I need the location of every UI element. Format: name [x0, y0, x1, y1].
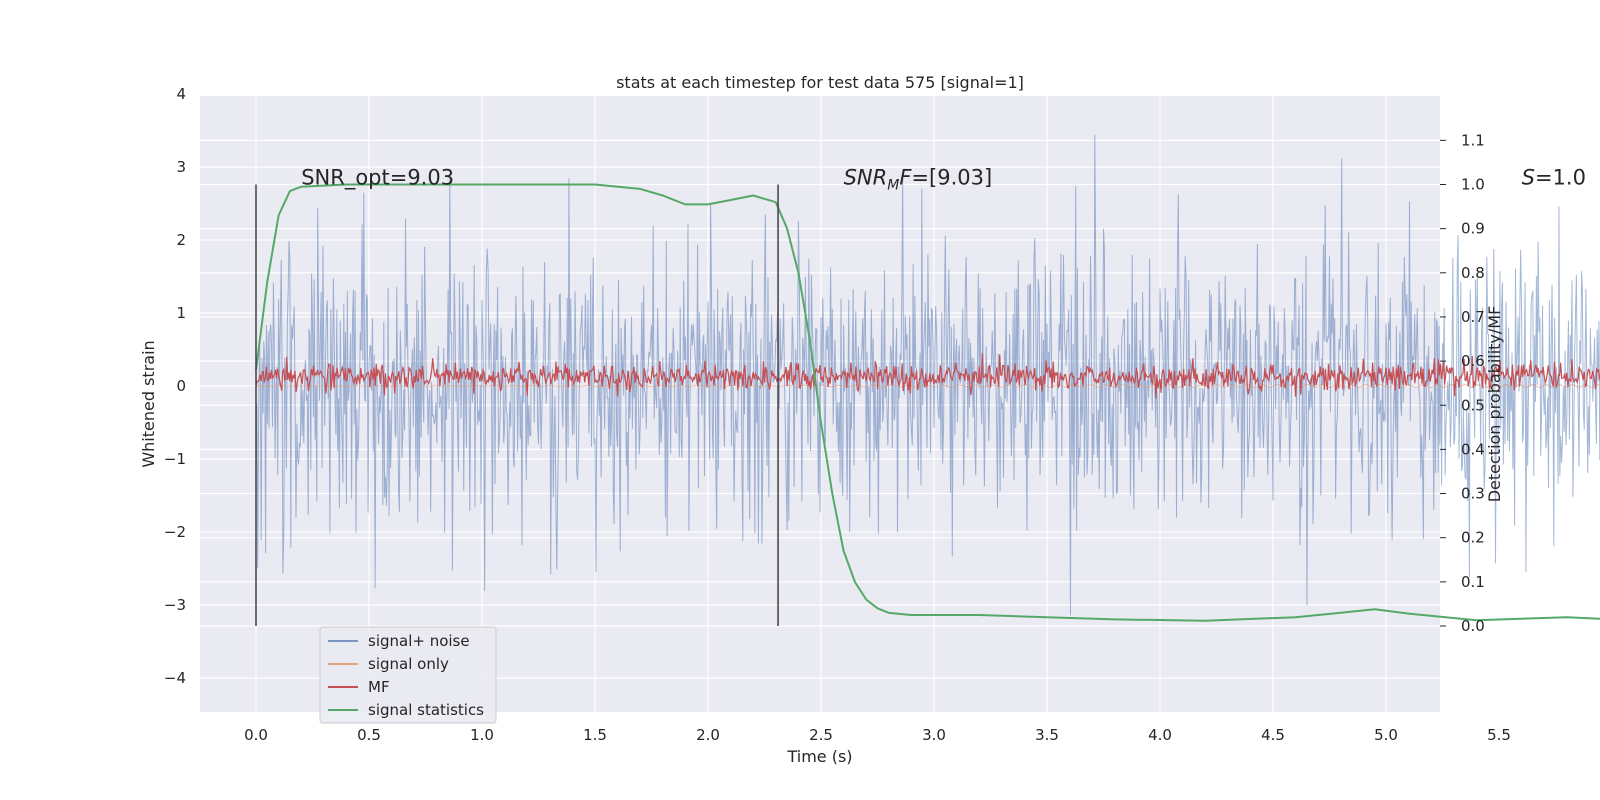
x-tick-label: 1.0: [470, 726, 494, 744]
y-left-tick-label: −4: [164, 669, 186, 687]
x-tick-label: 4.0: [1148, 726, 1172, 744]
chart-title: stats at each timestep for test data 575…: [616, 73, 1024, 92]
y-right-tick-label: 0.8: [1461, 264, 1485, 282]
y-left-tick-label: −2: [164, 523, 186, 541]
y-left-tick-label: −3: [164, 596, 186, 614]
y-right-tick-label: 0.0: [1461, 617, 1485, 635]
x-tick-label: 0.5: [357, 726, 381, 744]
y-left-tick-label: 3: [176, 158, 186, 176]
y-left-tick-labels: 4 3 2 1 0 −1 −2 −3 −4: [164, 85, 186, 687]
y-right-tick-labels: 1.1 1.0 0.9 0.8 0.7 0.6 0.5 0.4 0.3 0.2 0.1 0.0: [1440, 131, 1485, 635]
annotation: S=1.0: [1522, 166, 1586, 190]
y-left-tick-label: 4: [176, 85, 186, 103]
y-right-tick-label: 0.1: [1461, 573, 1485, 591]
series-signal-statistics: [255, 183, 1600, 622]
y-left-tick-label: 2: [176, 231, 186, 249]
y-right-tick-label: 0.6: [1461, 352, 1485, 370]
annotation: SNR_opt=9.03: [301, 166, 454, 191]
legend-entry: signal statistics: [368, 701, 484, 719]
y-right-tick-label: 1.0: [1461, 176, 1485, 194]
x-tick-label: 4.5: [1261, 726, 1285, 744]
y-right-tick-label: 0.7: [1461, 308, 1485, 326]
series-signal-only: [256, 384, 1600, 388]
series-mf: [255, 353, 1600, 399]
y-right-tick-label: 0.2: [1461, 529, 1485, 547]
y-right-tick-label: 1.1: [1461, 131, 1485, 149]
vertical-lines: [255, 184, 779, 626]
x-tick-label: 5.5: [1487, 726, 1511, 744]
x-tick-labels: 0.00.51.01.52.02.53.03.54.04.55.05.56.06…: [244, 726, 1511, 744]
annotation: SNRMF=[9.03]: [844, 166, 993, 194]
legend-entry: MF: [368, 678, 390, 696]
y-left-tick-label: 1: [176, 304, 186, 322]
x-tick-label: 2.0: [696, 726, 720, 744]
y-right-axis-label: Detection probability/MF: [1485, 306, 1504, 503]
legend-entry: signal+ noise: [368, 632, 470, 650]
legend-entry: signal only: [368, 655, 449, 673]
y-right-tick-label: 0.3: [1461, 485, 1485, 503]
legend-box: [319, 626, 497, 724]
x-tick-label: 2.5: [809, 726, 833, 744]
x-axis-label: Time (s): [786, 747, 852, 766]
y-left-tick-label: 0: [176, 377, 186, 395]
y-left-axis-label: Whitened strain: [139, 340, 158, 467]
y-right-tick-label: 0.9: [1461, 220, 1485, 238]
series-layer: [255, 134, 1600, 622]
x-tick-label: 5.0: [1374, 726, 1398, 744]
y-right-tick-label: 0.4: [1461, 440, 1485, 458]
series-signal-noise: [255, 134, 1600, 616]
x-tick-label: 3.5: [1035, 726, 1059, 744]
legend: signal+ noise signal only MF signal statist…: [319, 626, 497, 724]
x-tick-label: 1.5: [583, 726, 607, 744]
x-tick-label: 3.0: [922, 726, 946, 744]
y-left-tick-label: −1: [164, 450, 186, 468]
y-right-tick-label: 0.5: [1461, 396, 1485, 414]
x-tick-label: 0.0: [244, 726, 268, 744]
